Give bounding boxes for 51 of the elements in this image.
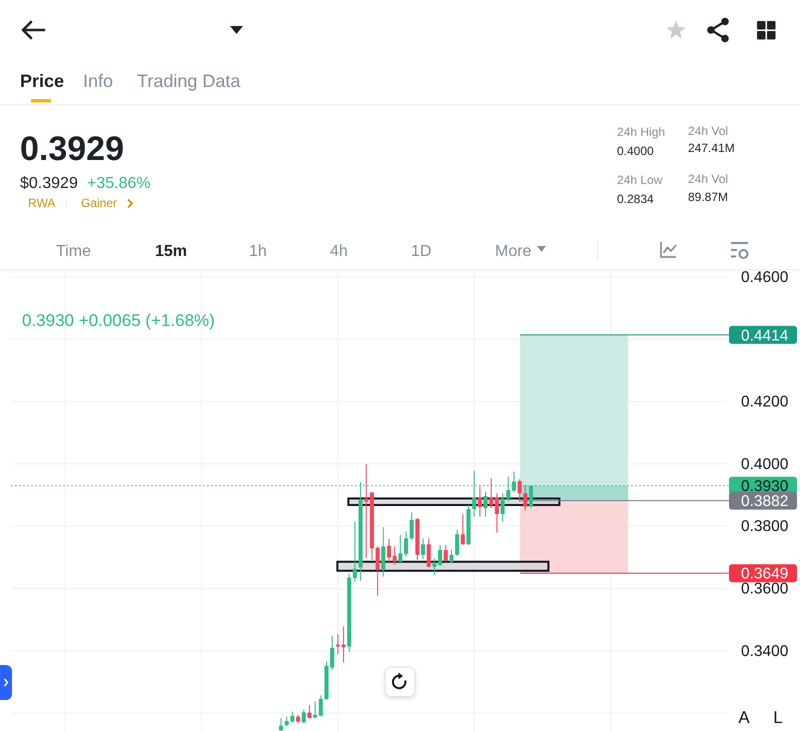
text: 1D [411,243,432,260]
text: 247.41M [688,141,735,155]
text: 15m [155,243,188,260]
candlestick [518,478,522,502]
candlestick [484,491,488,518]
text: Gainer [81,196,118,210]
candlestick [410,512,414,540]
text: Price [20,71,64,91]
text: 24h Vol [688,172,728,186]
candlestick [426,538,431,568]
text: 0.4000 [617,144,654,158]
text: Trading Data [137,71,242,91]
candlestick [381,526,386,578]
ref-line-label: 0.3882 [741,493,788,510]
text: 24h High [617,125,666,139]
text: +35.86% [87,175,151,192]
text: 0.3930 +0.0065 (+1.68%) [22,311,215,330]
text: 1h [249,243,267,260]
text: 0.3929 [20,130,124,168]
text: 4h [330,243,348,260]
candlestick [444,544,448,562]
candlestick [523,484,528,512]
text: Time [56,243,92,260]
candlestick [302,708,306,724]
candlestick [318,694,323,717]
text: A [738,708,750,727]
text: 24h Vol [688,124,728,138]
candlestick [421,538,426,560]
ref-line-label: 0.4414 [741,327,789,344]
y-tick-label: 0.3800 [741,518,789,536]
ref-line-label: 0.3649 [741,566,788,583]
ref-line-label: 0.3930 [741,478,789,496]
candlestick [478,486,482,518]
text: L [773,708,783,727]
y-tick-label: 0.4000 [741,456,789,473]
candlestick [279,718,284,731]
candlestick [307,704,312,720]
text: 0.2834 [617,192,654,206]
candlestick [455,529,460,556]
y-tick-label: 0.4200 [741,393,789,410]
text: More [495,243,532,260]
candlestick [460,514,465,546]
candlestick [449,549,454,564]
y-tick-label: 0.4600 [741,268,789,286]
y-tick-label: 0.3400 [741,642,789,660]
text: $0.3929 [20,175,78,192]
text: Info [83,71,114,91]
text: 24h Low [617,173,663,187]
y-tick-label: 0.3600 [741,580,789,598]
text: 89.87M [688,190,728,204]
text: RWA [28,196,56,210]
